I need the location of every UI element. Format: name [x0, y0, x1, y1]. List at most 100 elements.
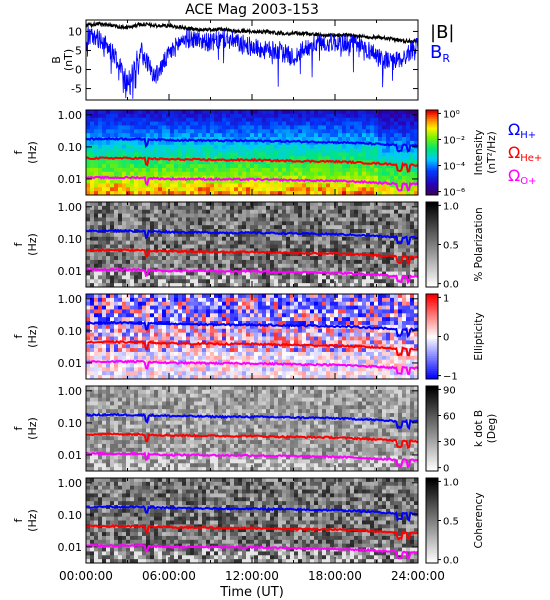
colorbar-label: % Polarization	[473, 207, 485, 281]
colorbar-kdotb: 90 60 30 0 k dot B (Deg)	[425, 385, 498, 475]
x-tick-label: 06:00:00	[142, 569, 196, 583]
colorbar-tick-label: 10⁻⁶	[443, 188, 465, 199]
colorbar-tick-label: 10⁰	[443, 109, 460, 120]
gyro-line-O	[85, 267, 419, 285]
y-tick-label: 0.10	[58, 417, 83, 430]
y-tick-label: 0.01	[58, 173, 83, 186]
panel-polarization-spectrogram	[86, 202, 419, 288]
colorbar-tick-label: 1.0	[443, 477, 459, 488]
y-axis-unit: (Hz)	[26, 233, 39, 256]
y-tick-label: 0.10	[58, 233, 83, 246]
colorbar-label: k dot B	[473, 410, 485, 447]
panel-kdotb: 1.00 0.10 0.01 f (Hz) 90 60 30 0 k dot B (Deg)	[12, 385, 498, 475]
colorbar-tick-label: 10⁻²	[443, 135, 465, 146]
y-axis-unit: (Hz)	[26, 141, 39, 164]
y-axis-label: f	[12, 333, 25, 338]
y-axis-unit: (nT)	[62, 49, 75, 71]
panel-polarization: 1.00 0.10 0.01 f (Hz) 1.0 0.5 0.0 % Polarization	[12, 201, 485, 291]
y-tick-label: 0.01	[58, 265, 83, 278]
colorbar-intensity: 10⁰ 10⁻² 10⁻⁴ 10⁻⁶ Intensity (nT²/Hz)	[425, 109, 498, 199]
colorbar-label: Coherency	[473, 492, 485, 548]
y-tick-label: 0	[75, 64, 82, 77]
gyro-line-He	[85, 523, 419, 542]
colorbar-tick-label: 0.0	[443, 556, 459, 567]
y-tick-label: 1.00	[58, 385, 83, 398]
panel-coherency: 1.00 0.10 0.01 f (Hz) 1.0 0.5 0.0 Coherency	[12, 477, 485, 567]
x-axis-label: Time (UT)	[219, 585, 284, 600]
y-tick-label: 10	[68, 25, 82, 38]
colorbar-tick-label: −1	[443, 372, 458, 383]
colorbar-tick-label: 1.0	[443, 201, 459, 212]
colorbar-ellipticity: 1 0 −1 Ellipticity	[425, 293, 485, 383]
legend-gyro-H: ΩH+	[508, 120, 536, 141]
legend-B-total: |B|	[430, 22, 454, 43]
y-axis-unit: (Hz)	[26, 325, 39, 348]
colorbar-tick-label: 90	[443, 385, 456, 396]
panel-mag: 10 5 0 -5 B (nT) |B|BR	[50, 19, 454, 101]
gyro-line-H	[85, 504, 419, 523]
series-line-B-R	[85, 26, 419, 99]
gyro-line-O	[85, 175, 419, 192]
y-axis-label: f	[12, 149, 25, 154]
colorbar-tick-label: 0.5	[443, 241, 459, 252]
y-tick-label: -5	[71, 83, 82, 96]
colorbar-tick-label: 0.0	[443, 280, 459, 291]
x-tick-label: 12:00:00	[225, 569, 279, 583]
x-tick-label: 18:00:00	[308, 569, 362, 583]
legend-gyro-He: ΩHe+	[508, 143, 542, 164]
y-axis-unit: (Hz)	[26, 417, 39, 440]
y-tick-label: 0.01	[58, 449, 83, 462]
y-tick-label: 5	[75, 44, 82, 57]
y-axis-label: f	[12, 517, 25, 522]
gyro-line-H	[85, 136, 419, 153]
y-axis-unit: (Hz)	[26, 509, 39, 532]
y-axis-label: B	[50, 56, 63, 64]
colorbar-frame	[425, 385, 439, 472]
gyro-line-He	[85, 156, 419, 173]
colorbar-label: Ellipticity	[473, 312, 485, 360]
colorbar-frame	[425, 109, 439, 196]
y-tick-label: 1.00	[58, 201, 83, 214]
colorbar-tick-label: 60	[443, 411, 456, 422]
y-tick-label: 1.00	[58, 109, 83, 122]
colorbar-tick-label: 0	[443, 464, 449, 475]
y-tick-label: 1.00	[58, 477, 83, 490]
colorbar-tick-label: 0	[443, 333, 449, 344]
y-tick-label: 0.10	[58, 325, 83, 338]
colorbar-label: (Deg)	[486, 414, 498, 443]
colorbar-polarization: 1.0 0.5 0.0 % Polarization	[425, 201, 485, 291]
gyro-line-He	[85, 247, 419, 266]
gyro-line-O	[85, 451, 419, 469]
colorbar-tick-label: 1	[443, 293, 449, 304]
gyro-line-He	[85, 339, 419, 357]
gyro-line-H	[85, 412, 419, 431]
y-tick-label: 0.10	[58, 141, 83, 154]
y-tick-label: 0.01	[58, 541, 83, 554]
colorbar-tick-label: 10⁻⁴	[443, 162, 465, 173]
panel-ellipticity-spectrogram	[86, 294, 419, 380]
panel-mag-frame	[85, 19, 419, 101]
panel-ellipticity: 1.00 0.10 0.01 f (Hz) 1 0 −1 Ellipticity	[12, 293, 485, 383]
colorbar-label: (nT²/Hz)	[486, 131, 498, 173]
legend-gyro-O: ΩO+	[508, 166, 536, 187]
gyro-line-O	[85, 359, 419, 376]
panel-intensity: 1.00 0.10 0.01 f (Hz) 10⁰ 10⁻² 10⁻⁴ 10⁻⁶ Intensit…	[12, 109, 498, 199]
y-tick-label: 0.01	[58, 357, 83, 370]
gyro-line-He	[85, 432, 419, 449]
gyro-line-O	[85, 543, 419, 560]
colorbar-label: Intensity	[473, 130, 485, 176]
panel-coherency-spectrogram	[86, 478, 419, 564]
series-line-B-total	[85, 20, 419, 45]
colorbar-tick-label: 30	[443, 438, 456, 449]
y-tick-label: 0.10	[58, 509, 83, 522]
legend-B-R: BR	[430, 42, 450, 65]
x-tick-label: 00:00:00	[59, 569, 113, 583]
x-tick-label: 24:00:00	[391, 569, 445, 583]
y-tick-label: 1.00	[58, 293, 83, 306]
chart-title: ACE Mag 2003-153	[185, 2, 319, 18]
colorbar-coherency: 1.0 0.5 0.0 Coherency	[425, 477, 485, 567]
colorbar-tick-label: 0.5	[443, 517, 459, 528]
y-axis-label: f	[12, 241, 25, 246]
y-axis-label: f	[12, 425, 25, 430]
